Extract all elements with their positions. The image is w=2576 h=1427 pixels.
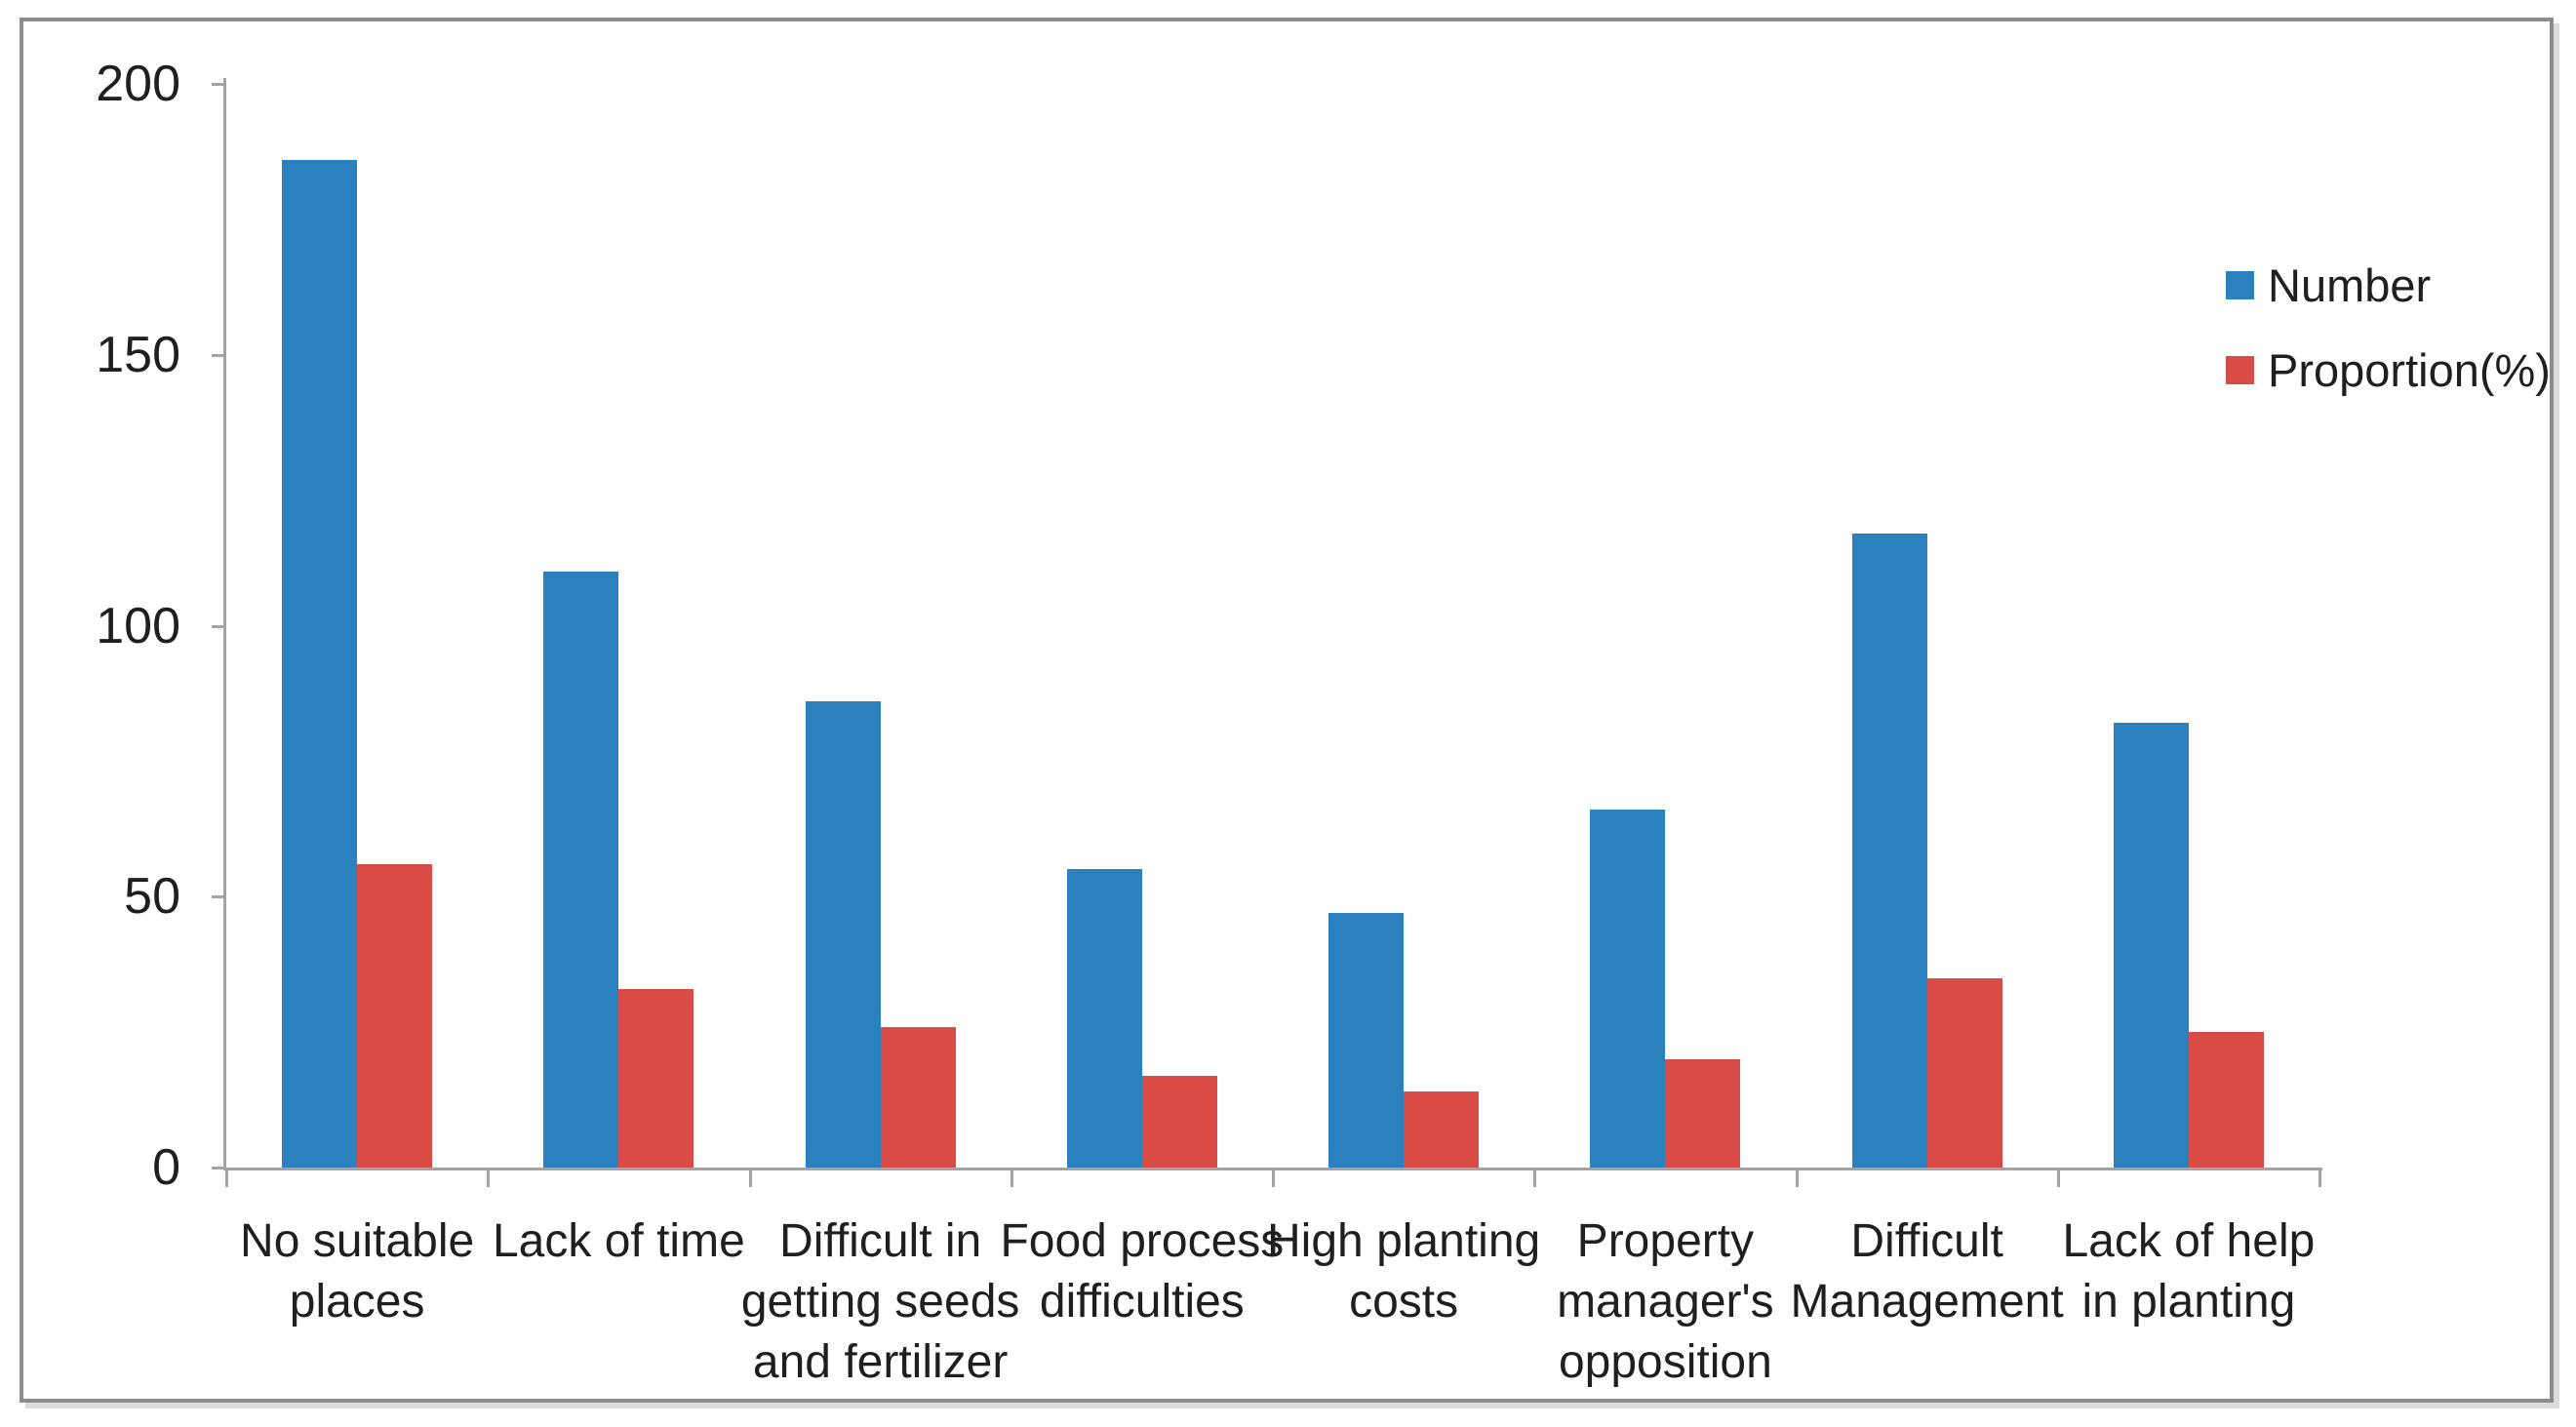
y-tick-label: 0: [152, 1139, 180, 1196]
proportion-bar: [1665, 1058, 1741, 1168]
number-bar: [1066, 869, 1142, 1168]
proportion-bar: [2188, 1032, 2264, 1168]
number-bar: [2113, 723, 2189, 1168]
number-bar: [282, 159, 358, 1168]
x-axis-label: High planting costs: [1267, 1215, 1541, 1328]
x-tick-mark: [2056, 1168, 2060, 1187]
x-tick-mark: [2318, 1168, 2321, 1187]
x-tick-mark: [1272, 1168, 1275, 1187]
proportion-bar: [357, 863, 433, 1168]
x-tick-mark: [225, 1168, 228, 1187]
x-axis-label: Food process difficulties: [1000, 1215, 1285, 1328]
legend-swatch-number: [2226, 270, 2254, 299]
number-bar: [543, 571, 619, 1168]
proportion-bar: [618, 988, 694, 1168]
x-tick-mark: [1795, 1168, 1799, 1187]
y-axis-line: [223, 78, 226, 1170]
x-tick-mark: [1010, 1168, 1013, 1187]
y-tick-label: 100: [96, 597, 180, 654]
y-tick-mark: [212, 624, 226, 628]
y-tick-label: 150: [96, 326, 180, 383]
proportion-bar: [1404, 1091, 1480, 1168]
y-tick-mark: [212, 353, 226, 357]
y-tick-mark: [212, 83, 226, 86]
number-bar: [1851, 534, 1927, 1168]
proportion-bar: [880, 1026, 956, 1168]
x-tick-mark: [748, 1168, 752, 1187]
proportion-bar: [1141, 1075, 1217, 1168]
legend: Number Proportion(%): [2226, 257, 2551, 426]
legend-item-proportion: Proportion(%): [2226, 341, 2551, 398]
number-bar: [805, 701, 881, 1168]
number-bar: [1328, 912, 1405, 1168]
y-tick-mark: [212, 895, 226, 899]
legend-swatch-proportion: [2226, 355, 2254, 384]
legend-label-proportion: Proportion(%): [2268, 343, 2551, 396]
number-bar: [1590, 810, 1666, 1168]
legend-label-number: Number: [2268, 258, 2432, 311]
x-axis-label: Property manager's opposition: [1557, 1215, 1774, 1388]
x-axis-label: Lack of help in planting: [2062, 1215, 2316, 1328]
chart-border-frame: [20, 18, 2554, 1403]
x-tick-mark: [1533, 1168, 1537, 1187]
x-axis-label: Difficult in getting seeds and fertilize…: [740, 1215, 1020, 1388]
legend-item-number: Number: [2226, 257, 2551, 313]
proportion-bar: [1926, 977, 2002, 1168]
x-tick-mark: [487, 1168, 491, 1187]
y-tick-label: 50: [124, 868, 180, 926]
y-tick-label: 200: [96, 56, 180, 112]
x-axis-label: Lack of time: [492, 1215, 745, 1267]
x-axis-label: Difficult Management: [1790, 1215, 2064, 1328]
y-tick-mark: [212, 1167, 226, 1169]
x-axis-label: No suitable places: [240, 1215, 475, 1328]
